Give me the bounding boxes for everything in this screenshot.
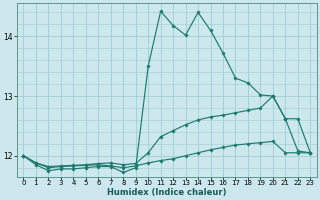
X-axis label: Humidex (Indice chaleur): Humidex (Indice chaleur) [107, 188, 227, 197]
